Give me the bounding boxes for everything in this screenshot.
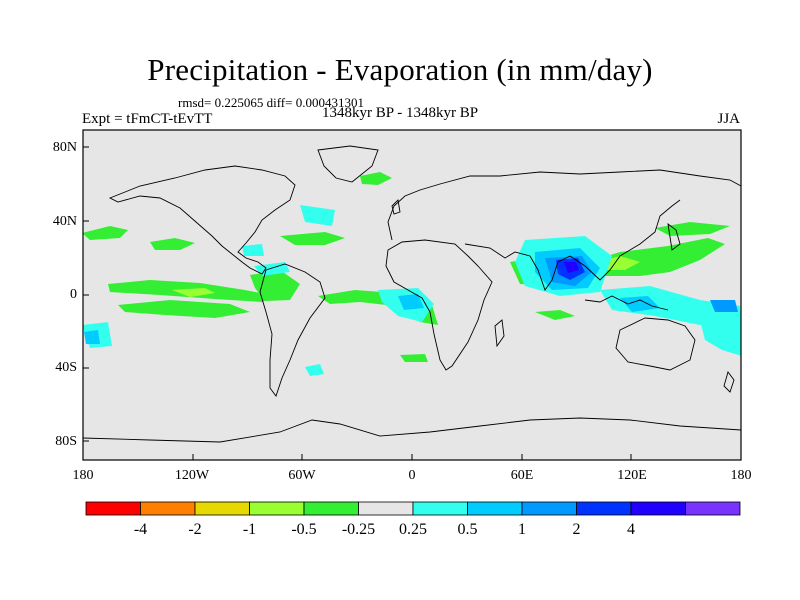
coast-uk — [391, 199, 401, 215]
field-s-pacific — [118, 300, 250, 318]
field-pacific-light — [172, 288, 215, 297]
lon-label-120w: 120W — [174, 468, 210, 483]
field-indo-blue — [620, 296, 660, 312]
coast-new-zealand — [723, 371, 735, 393]
coast-east-asia — [569, 199, 681, 281]
axis-ticks — [82, 146, 742, 460]
colorbar-swatch — [194, 501, 250, 516]
coast-north-america — [108, 165, 296, 275]
lon-label-60e: 60E — [510, 468, 534, 483]
colorbar-label: 2 — [572, 521, 581, 538]
coast-antarctica — [83, 417, 741, 443]
field-amazon — [250, 270, 300, 301]
colorbar-swatch — [85, 501, 141, 516]
colorbar-swatch — [412, 501, 468, 516]
lat-label-80n: 80N — [52, 140, 77, 155]
colorbar-swatch — [358, 501, 414, 516]
field-c-pacific — [300, 205, 335, 226]
field-bengal-core — [564, 262, 579, 273]
field-indian-s — [535, 310, 575, 320]
field-s-america-south — [305, 364, 324, 376]
field-atlantic-blue — [398, 294, 424, 310]
colorbar-label: -2 — [188, 521, 202, 538]
colorbar-label: 0.5 — [457, 521, 478, 538]
lat-label-80s: 80S — [55, 434, 77, 449]
period-label: 1348kyr BP - 1348kyr BP — [322, 105, 479, 121]
field-s-africa — [400, 354, 428, 362]
field-n-pacific-mid — [150, 238, 195, 250]
field-australia-east — [700, 318, 741, 356]
colorbar-label: 4 — [627, 521, 635, 538]
lat-label-40n: 40N — [52, 214, 77, 229]
lat-label-40s: 40S — [55, 360, 77, 375]
colorbar-label: -0.5 — [291, 521, 317, 538]
colorbar-swatch — [685, 501, 741, 516]
colorbar-label: 0.25 — [399, 521, 427, 538]
field-n-pacific-west — [83, 226, 128, 240]
lon-label-0: 0 — [408, 468, 416, 483]
experiment-label: Expt = tFmCT-tEvTT — [82, 111, 213, 127]
colorbar-swatch — [249, 501, 305, 516]
coast-arabia-india — [464, 243, 571, 291]
colorbar-label: -4 — [133, 521, 148, 538]
field-s-pac-blue — [84, 330, 100, 344]
colorbar-label: -1 — [242, 521, 257, 538]
colorbar-swatch — [576, 501, 632, 516]
coast-south-america — [259, 263, 326, 397]
lon-label-120e: 120E — [617, 468, 647, 483]
colorbar — [85, 501, 741, 516]
field-n-atlantic — [280, 232, 345, 245]
lat-label-0: 0 — [70, 287, 77, 302]
colorbar-swatch — [521, 501, 577, 516]
colorbar-label: 1 — [518, 521, 526, 538]
colorbar-swatch — [630, 501, 686, 516]
colorbar-swatch — [467, 501, 523, 516]
coast-europe — [387, 169, 741, 241]
field-pacific-mid-blue — [710, 300, 738, 312]
lon-label-180e: 180 — [730, 468, 752, 483]
field-w-pacific — [655, 222, 730, 236]
season-label: JJA — [717, 111, 740, 127]
coast-africa — [385, 239, 493, 371]
coast-greenland — [317, 145, 379, 183]
anomaly-fields — [83, 172, 741, 376]
lon-label-60w: 60W — [288, 468, 316, 483]
field-gulf — [242, 244, 264, 256]
field-arctic — [360, 172, 392, 185]
colorbar-swatch — [140, 501, 196, 516]
stats-text: rmsd= 0.225065 diff= 0.000431301 — [178, 95, 364, 110]
coast-japan — [667, 222, 681, 251]
coast-indonesia — [584, 295, 669, 311]
plot-title: Precipitation - Evaporation (in mm/day) — [147, 52, 653, 87]
coastlines — [83, 145, 741, 443]
colorbar-label: -0.25 — [341, 521, 376, 538]
coast-madagascar — [494, 319, 505, 348]
colorbar-swatch — [303, 501, 359, 516]
lon-label-180w: 180 — [72, 468, 94, 483]
coast-australia — [615, 317, 696, 371]
